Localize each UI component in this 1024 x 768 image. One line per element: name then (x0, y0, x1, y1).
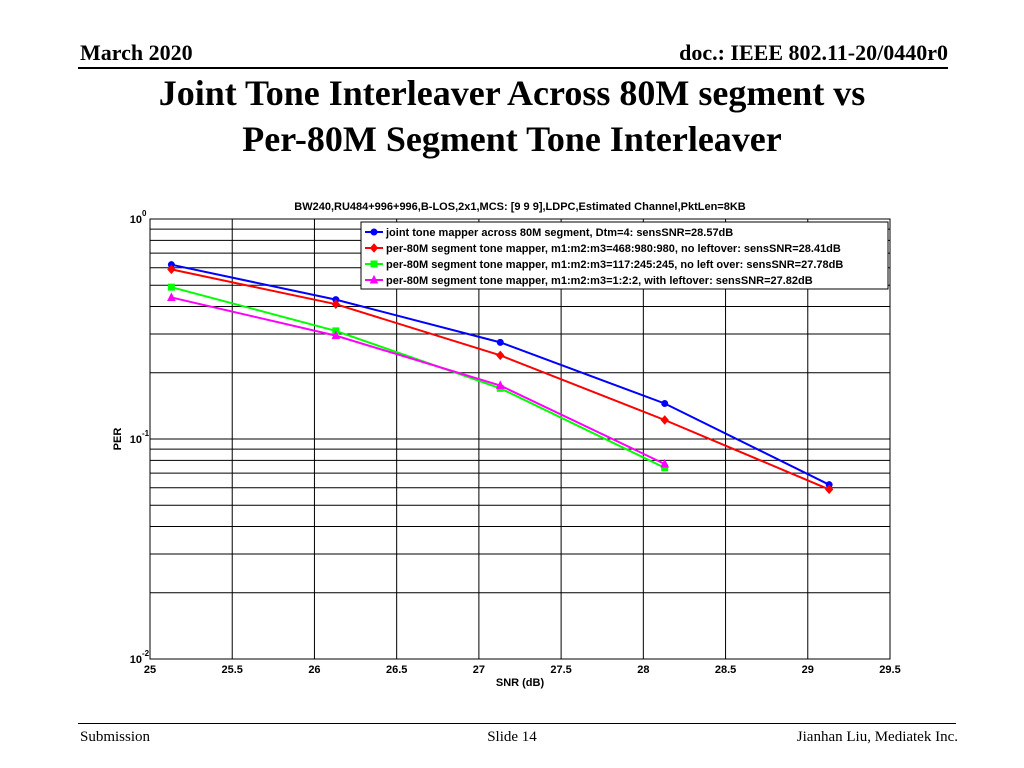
x-tick-label: 25 (144, 664, 156, 676)
legend-label: per-80M segment tone mapper, m1:m2:m3=1:… (386, 275, 813, 287)
y-axis-label: PER (112, 428, 124, 451)
y-tick-label: 10 (130, 214, 142, 226)
x-tick-label: 28.5 (715, 664, 736, 676)
footer-slide-number: Slide 14 (487, 729, 537, 745)
data-point (660, 458, 670, 468)
data-point (496, 350, 505, 361)
legend-box (360, 221, 889, 290)
data-point (167, 292, 176, 301)
y-tick-label: 10 (130, 434, 142, 446)
slide-title-line-2: Per-80M Segment Tone Interleaver (242, 119, 782, 159)
y-tick-exponent: -1 (142, 429, 150, 438)
data-point (369, 243, 379, 253)
data-point (167, 264, 176, 275)
data-point (495, 380, 505, 390)
data-point (167, 283, 175, 291)
slide-title-line-1: Joint Tone Interleaver Across 80M segmen… (158, 73, 866, 113)
header-doc-id: doc.: IEEE 802.11-20/0440r0 (679, 40, 948, 65)
x-tick-label: 27.5 (550, 664, 571, 676)
footer-rule (78, 723, 956, 724)
x-tick-label: 27 (473, 664, 485, 676)
data-point (661, 399, 669, 407)
y-tick-exponent: -2 (142, 649, 150, 658)
chart-title: BW240,RU484+996+996,B-LOS,2x1,MCS: [9 9 … (294, 201, 746, 213)
x-axis-label: SNR (dB) (496, 677, 545, 689)
data-point (496, 338, 504, 346)
header-rule (78, 67, 948, 69)
footer-submission: Submission (80, 729, 151, 745)
footer-author: Jianhan Liu, Mediatek Inc. (796, 729, 958, 745)
header-date: March 2020 (80, 40, 193, 65)
y-tick-label: 10 (130, 654, 142, 666)
series-line (171, 296, 666, 465)
data-point (370, 260, 378, 268)
legend-label: per-80M segment tone mapper, m1:m2:m3=46… (386, 243, 841, 255)
x-tick-label: 26 (308, 664, 320, 676)
slide-title: Joint Tone Interleaver Across 80M segmen… (0, 70, 1024, 162)
data-point (370, 228, 378, 236)
legend-label: per-80M segment tone mapper, m1:m2:m3=11… (386, 259, 843, 271)
x-tick-label: 25.5 (222, 664, 243, 676)
data-point (660, 415, 669, 425)
x-tick-label: 26.5 (386, 664, 407, 676)
x-tick-label: 29 (802, 664, 814, 676)
x-tick-label: 28 (637, 664, 649, 676)
x-tick-label: 29.5 (879, 664, 900, 676)
data-point (369, 274, 379, 284)
legend-label: joint tone mapper across 80M segment, Dt… (385, 227, 733, 239)
data-point (331, 299, 340, 309)
plot-frame (149, 218, 891, 660)
data-point (824, 484, 834, 495)
data-point (331, 330, 341, 340)
y-tick-exponent: 0 (142, 209, 147, 218)
